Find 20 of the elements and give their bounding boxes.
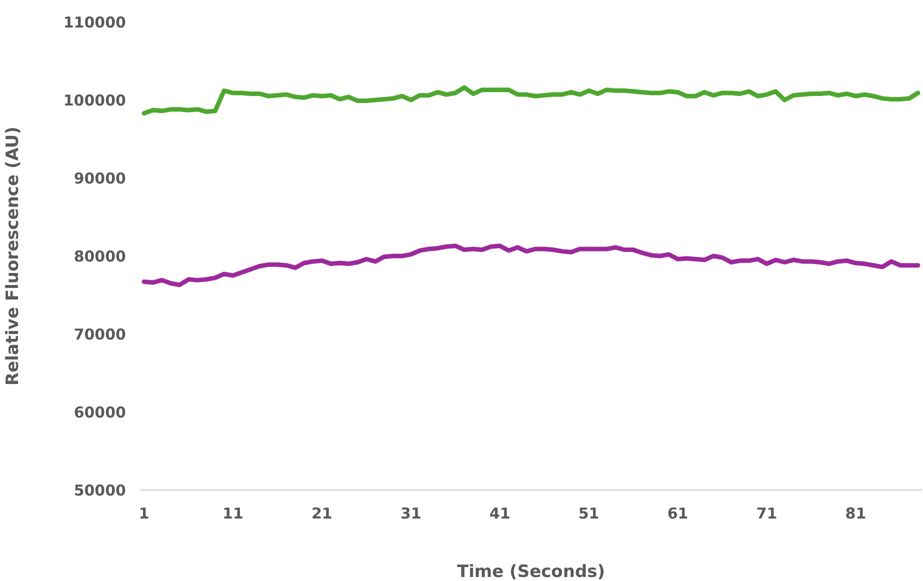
- y-tick-label: 60000: [74, 403, 126, 422]
- line-series: [142, 85, 920, 116]
- x-tick-label: 51: [578, 504, 600, 523]
- x-tick-label: 11: [222, 504, 244, 523]
- y-tick-label: 80000: [74, 247, 126, 266]
- y-axis-title: Relative Fluorescence (AU): [3, 126, 24, 386]
- x-tick-label: 71: [756, 504, 778, 523]
- x-tick-label: 31: [400, 504, 422, 523]
- y-tick-label: 70000: [74, 325, 126, 344]
- line-series: [142, 244, 920, 288]
- x-tick-label: 1: [138, 504, 150, 523]
- x-axis-title: Time (Seconds): [456, 562, 606, 581]
- x-tick-label: 41: [489, 504, 510, 523]
- y-tick-label: 110000: [63, 13, 126, 32]
- x-tick-label: 21: [311, 504, 332, 523]
- x-tick-label: 81: [845, 504, 866, 523]
- y-tick-label: 90000: [74, 169, 126, 188]
- x-tick-label: 61: [667, 504, 688, 523]
- y-tick-label: 100000: [63, 91, 126, 110]
- y-tick-label: 50000: [74, 481, 126, 500]
